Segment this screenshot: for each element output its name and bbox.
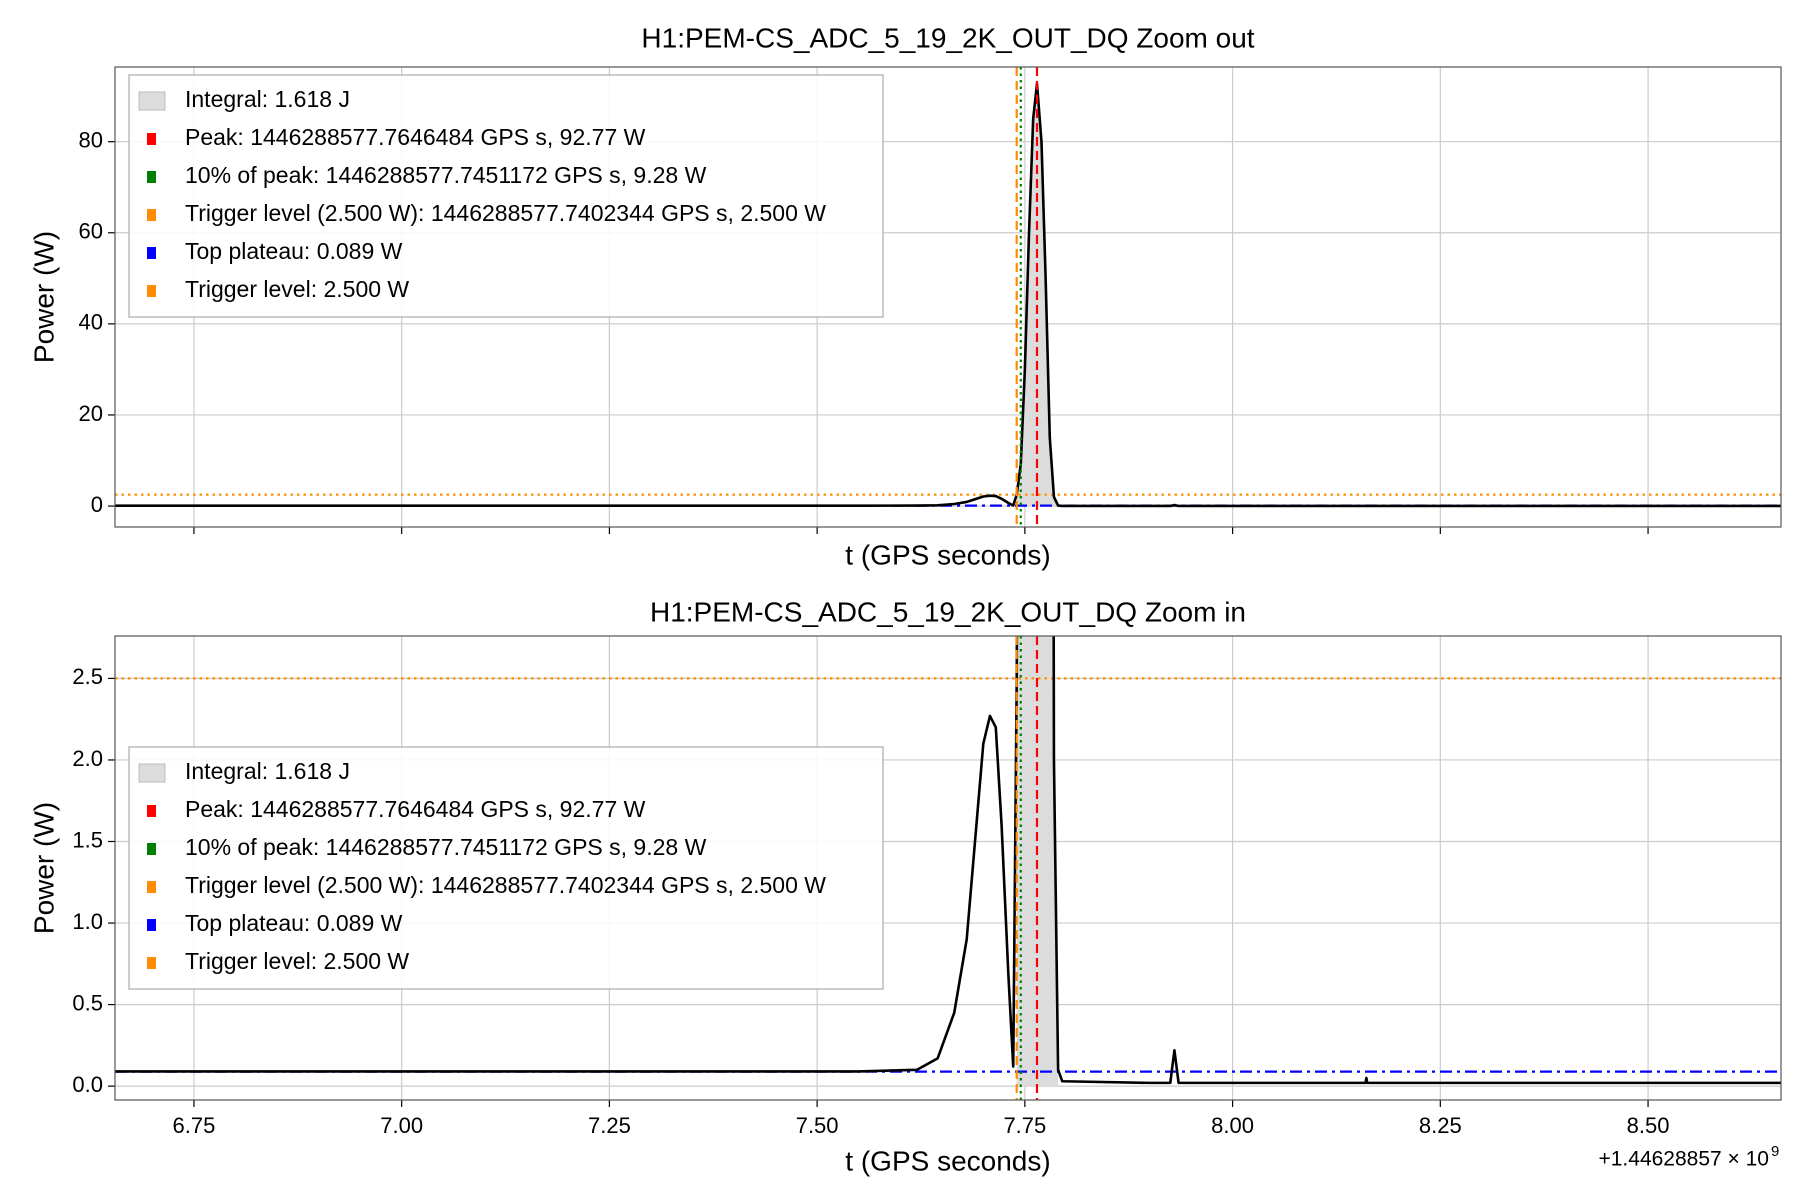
legend-marker — [147, 919, 156, 931]
legend-label: Peak: 1446288577.7646484 GPS s, 92.77 W — [185, 124, 646, 150]
legend-label: Top plateau: 0.089 W — [185, 238, 403, 264]
legend-marker — [147, 805, 156, 817]
legend-patch — [138, 763, 166, 783]
legend-label: 10% of peak: 1446288577.7451172 GPS s, 9… — [185, 162, 707, 188]
chart-title: H1:PEM-CS_ADC_5_19_2K_OUT_DQ Zoom out — [641, 22, 1254, 53]
legend-label: Trigger level (2.500 W): 1446288577.7402… — [185, 200, 826, 226]
y-tick-label: 2.0 — [72, 746, 103, 771]
x-tick-label: 8.50 — [1627, 1113, 1670, 1138]
x-axis-label: t (GPS seconds) — [845, 1145, 1050, 1176]
x-tick-label: 7.75 — [1003, 1113, 1046, 1138]
y-tick-label: 1.5 — [72, 827, 103, 852]
legend-box — [128, 74, 884, 318]
x-tick-label: 7.00 — [380, 1113, 423, 1138]
axes-frame — [114, 66, 1782, 528]
x-tick-label: 8.25 — [1419, 1113, 1462, 1138]
legend-label: Integral: 1.618 J — [185, 86, 350, 112]
x-tick-label: 8.00 — [1211, 1113, 1254, 1138]
legend-marker — [147, 171, 156, 183]
x-tick-label: 7.25 — [588, 1113, 631, 1138]
legend-box — [128, 746, 884, 990]
legend-label: Top plateau: 0.089 W — [185, 910, 403, 936]
legend-marker — [147, 209, 156, 221]
legend-marker — [147, 881, 156, 893]
legend-label: Trigger level: 2.500 W — [185, 276, 409, 302]
y-tick-label: 40 — [79, 310, 103, 335]
legend-label: Peak: 1446288577.7646484 GPS s, 92.77 W — [185, 796, 646, 822]
legend-marker — [147, 957, 156, 969]
x-offset-exponent: 9 — [1771, 1143, 1779, 1160]
x-axis-label: t (GPS seconds) — [845, 539, 1050, 570]
y-tick-label: 60 — [79, 219, 103, 244]
legend-label: Trigger level (2.500 W): 1446288577.7402… — [185, 872, 826, 898]
y-tick-label: 20 — [79, 401, 103, 426]
x-offset-label: +1.44628857 × 10 — [1598, 1148, 1769, 1171]
signal-line — [115, 636, 1781, 1085]
legend-marker — [147, 133, 156, 145]
legend-label: Integral: 1.618 J — [185, 758, 350, 784]
y-tick-label: 2.5 — [72, 664, 103, 689]
legend-marker — [147, 843, 156, 855]
legend-label: 10% of peak: 1446288577.7451172 GPS s, 9… — [185, 834, 707, 860]
x-tick-label: 7.50 — [796, 1113, 839, 1138]
plot-area — [115, 636, 1781, 1100]
x-tick-label: 6.75 — [173, 1113, 216, 1138]
y-axis-label: Power (W) — [28, 802, 59, 934]
chart-title: H1:PEM-CS_ADC_5_19_2K_OUT_DQ Zoom in — [650, 596, 1246, 627]
legend-label: Trigger level: 2.500 W — [185, 948, 409, 974]
legend-marker — [147, 285, 156, 297]
signal-line — [115, 82, 1781, 508]
y-tick-label: 1.0 — [72, 909, 103, 934]
plot-area — [115, 67, 1781, 527]
y-tick-label: 0.5 — [72, 990, 103, 1015]
legend-marker — [147, 247, 156, 259]
y-tick-label: 0.0 — [72, 1072, 103, 1097]
y-tick-label: 0 — [91, 492, 103, 517]
axes-frame — [114, 635, 1782, 1101]
y-tick-label: 80 — [79, 128, 103, 153]
y-axis-label: Power (W) — [28, 231, 59, 363]
legend-patch — [138, 91, 166, 111]
